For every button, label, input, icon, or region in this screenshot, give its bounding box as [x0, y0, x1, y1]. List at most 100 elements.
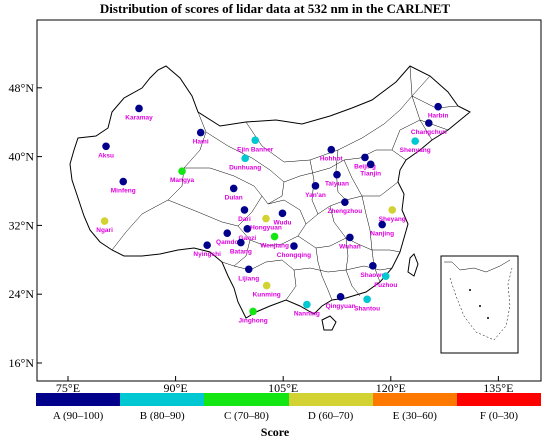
province-boundary-shanxi [335, 149, 347, 201]
station-marker [311, 182, 320, 190]
hainan-island [321, 315, 337, 331]
province-boundary-shaanxi [309, 159, 319, 215]
province-boundary-hunan [345, 237, 361, 297]
x-tick-label: 135°E [483, 381, 513, 395]
station-marker [278, 209, 287, 218]
station-label: Nanning [294, 311, 320, 318]
province-boundary-northeast [409, 65, 433, 141]
legend-label: F (0–30) [479, 410, 519, 422]
province-boundary-innermongolia [245, 75, 431, 163]
province-boundary-liaoning [391, 119, 449, 151]
station-marker [336, 292, 345, 301]
x-tick-label: 75°E [56, 381, 80, 395]
station-label: Karamay [125, 114, 153, 121]
station-label: Kunming [253, 292, 281, 299]
province-boundary-qinghai [184, 167, 263, 227]
station-label: Changchun [411, 129, 447, 136]
inset-dashed-line [449, 267, 513, 341]
station-label: Fuzhou [374, 282, 397, 289]
station-marker [411, 137, 419, 145]
x-tick-label: 105°E [268, 381, 298, 395]
station-marker [237, 238, 245, 247]
legend-title: Score [260, 425, 290, 439]
station-label: Beijing [354, 163, 376, 170]
station-label: Shaowu [360, 272, 385, 279]
axis-ticks: 75°E 90°E 105°E 120°E 135°E 48°N 40°N 32°N 24°N 1… [9, 81, 514, 395]
map-title: Distribution of scores of lidar data at … [99, 1, 451, 16]
station-label: Minfeng [111, 188, 136, 195]
station-marker [249, 307, 257, 316]
station-marker [119, 177, 128, 186]
station-label: Qamdo [216, 239, 238, 246]
station-marker [243, 225, 252, 233]
x-tick-label: 90°E [164, 381, 188, 395]
station-marker [196, 128, 205, 137]
station-marker [333, 170, 341, 179]
station-marker [290, 242, 298, 250]
legend-swatch [372, 393, 457, 406]
station-label: Nyingchi [193, 251, 221, 258]
station-label: Sheyang [379, 216, 406, 223]
station-label: Hohhot [320, 156, 344, 163]
legend-colorbar [36, 393, 542, 406]
station-marker [303, 300, 311, 309]
station-marker [178, 167, 186, 176]
station-label: Ganzi [238, 235, 256, 242]
station-label: Batang [230, 249, 252, 256]
station-label: Yan'an [305, 192, 326, 199]
legend-label: B (80–90) [139, 410, 185, 422]
station-marker [434, 102, 442, 111]
stations-layer: Karamay Aksu Minfeng Hami Ejin Banner Dunhuan… [96, 102, 448, 324]
station-label: Zhengzhou [328, 208, 363, 215]
province-boundary-central [297, 235, 401, 253]
station-label: Lijiang [238, 275, 259, 282]
station-label: Nanjing [370, 231, 394, 238]
inset-frame [440, 255, 519, 354]
station-marker [341, 198, 349, 206]
station-label: Jinghong [238, 317, 267, 324]
legend-label: D (60–70) [307, 410, 354, 422]
legend-swatch [456, 393, 542, 406]
station-marker [244, 265, 253, 274]
station-label: Qingyuan [326, 303, 356, 310]
station-label: Wenjiang [260, 243, 289, 250]
station-label: Ngari [96, 227, 113, 234]
province-boundary-guangxi [315, 247, 333, 301]
station-marker [270, 232, 279, 241]
station-marker [135, 104, 143, 113]
station-marker [381, 272, 390, 280]
station-label: Aksu [98, 152, 114, 159]
station-marker [378, 220, 386, 229]
station-label: Shantou [354, 305, 380, 312]
station-label: Taiyuan [325, 181, 349, 188]
legend-labels: A (90–100) B (80–90) C (70–80) D (60–70) E (… [36, 410, 541, 422]
station-marker [369, 262, 377, 270]
china-outline [69, 65, 471, 331]
station-marker [262, 214, 270, 223]
taiwan-island [407, 253, 419, 277]
x-tick-label: 120°E [376, 381, 406, 395]
inset-coastline [444, 259, 511, 273]
inset-islands [479, 305, 481, 307]
station-marker [327, 145, 336, 154]
station-marker [388, 206, 397, 214]
legend-label: A (90–100) [52, 410, 104, 422]
station-label: Shenyang [400, 147, 431, 154]
station-label: Chongqing [277, 252, 311, 259]
inset-islands [469, 289, 471, 291]
station-label: Tianjin [360, 170, 381, 177]
station-label: Wuhan [339, 243, 361, 250]
station-marker [240, 206, 249, 214]
station-marker [241, 154, 249, 163]
station-label: Dulan [225, 194, 243, 201]
province-boundary-hubei [329, 205, 347, 239]
inset-islands [487, 317, 489, 319]
province-boundary-sichuan [249, 199, 307, 247]
station-marker [262, 281, 271, 290]
station-label: Dari [238, 216, 251, 223]
station-marker [203, 241, 211, 249]
station-marker [346, 233, 354, 242]
province-boundary-hebei [343, 159, 363, 197]
station-marker [102, 142, 110, 151]
